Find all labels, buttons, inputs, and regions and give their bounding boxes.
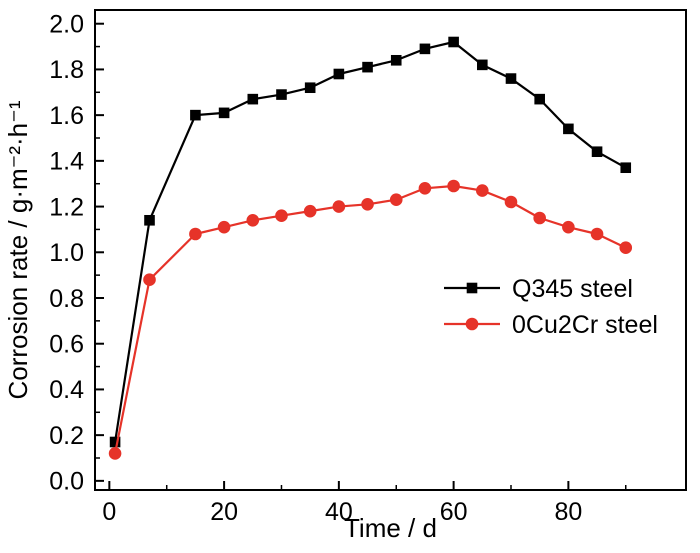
y-tick-label: 1.8 [49, 56, 84, 84]
legend: Q345 steel 0Cu2Cr steel [444, 275, 658, 339]
x-axis-label: Time / d [344, 513, 437, 543]
x-tick-label: 20 [210, 498, 238, 526]
y-tick-label: 0.4 [49, 376, 84, 404]
legend-label: 0Cu2Cr steel [512, 311, 658, 339]
y-tick-label: 0.0 [49, 468, 84, 496]
x-tick-label: 40 [325, 498, 353, 526]
x-tick-label: 0 [102, 498, 116, 526]
y-tick-label: 0.6 [49, 330, 84, 358]
x-axis-ticks: 0 20 40 60 80 [102, 481, 627, 526]
y-tick-label: 0.2 [49, 422, 84, 450]
series-q345-steel [109, 36, 632, 448]
x-tick-label: 80 [554, 498, 582, 526]
x-tick-label: 60 [440, 498, 468, 526]
y-tick-label: 1.6 [49, 102, 84, 130]
y-tick-label: 2.0 [49, 10, 84, 38]
legend-label: Q345 steel [512, 275, 633, 303]
series-0cu2cr-steel [108, 179, 633, 460]
axes: 0 20 40 60 80 0.0 0.2 0.4 0.6 0.8 1.0 1.2 1.4 1.6 1.8 2… [49, 9, 687, 526]
y-tick-label: 1.2 [49, 193, 84, 221]
y-axis-label: Corrosion rate / g·m⁻²·h⁻¹ [3, 100, 33, 400]
y-axis-ticks: 0.0 0.2 0.4 0.6 0.8 1.0 1.2 1.4 1.6 1.8 2.0 [49, 10, 104, 496]
y-tick-label: 1.0 [49, 239, 84, 267]
y-tick-label: 1.4 [49, 148, 84, 176]
y-tick-label: 0.8 [49, 285, 84, 313]
